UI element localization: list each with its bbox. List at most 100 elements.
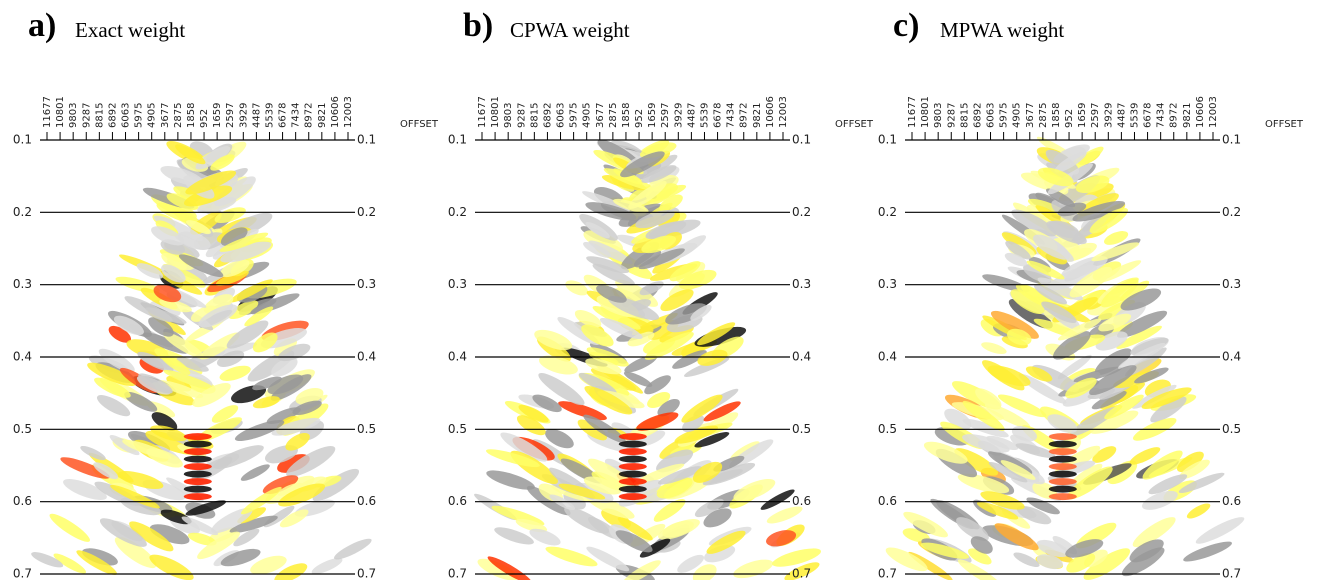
- amplitude-blob: [63, 479, 107, 500]
- amplitude-blob: [697, 349, 728, 366]
- amplitude-blob: [635, 209, 675, 229]
- y-tick-label-right: 0.7: [792, 567, 811, 580]
- amplitude-blob: [1013, 552, 1040, 568]
- amplitude-blob: [160, 353, 191, 375]
- amplitude-blob: [226, 320, 269, 349]
- y-tick-label-right: 0.3: [357, 277, 376, 291]
- amplitude-blob: [149, 524, 190, 545]
- x-tick-label: 10606: [1195, 96, 1206, 128]
- amplitude-blob: [183, 463, 212, 471]
- amplitude-blob: [108, 325, 132, 343]
- amplitude-blob: [279, 509, 309, 528]
- amplitude-blob: [703, 401, 741, 422]
- amplitude-blob: [1089, 207, 1129, 234]
- amplitude-blob: [109, 435, 140, 456]
- amplitude-blob: [583, 241, 612, 258]
- x-tick-label: 3929: [238, 103, 249, 128]
- amplitude-blob: [494, 527, 534, 545]
- x-tick-label: 5539: [264, 103, 275, 128]
- panel-label: a): [28, 7, 56, 44]
- amplitude-blob: [190, 305, 217, 322]
- amplitude-blob: [271, 357, 298, 377]
- amplitude-blob: [656, 449, 694, 473]
- amplitude-blob: [647, 391, 671, 408]
- amplitude-blob: [82, 548, 118, 566]
- amplitude-blob: [590, 368, 637, 391]
- amplitude-blob: [1025, 366, 1053, 382]
- x-tick-label: 8815: [529, 103, 540, 128]
- x-tick-label: 9803: [68, 103, 79, 128]
- x-tick-label: 952: [634, 109, 645, 128]
- amplitude-blob: [516, 415, 546, 436]
- x-tick-label: 1659: [1077, 103, 1088, 128]
- amplitude-blob: [80, 445, 106, 461]
- amplitude-blob: [214, 207, 246, 224]
- amplitude-blob: [1048, 448, 1077, 456]
- amplitude-blob: [162, 332, 205, 359]
- amplitude-blob: [292, 400, 322, 416]
- amplitude-blob: [1054, 151, 1087, 173]
- amplitude-blob: [641, 235, 677, 254]
- y-tick-label-right: 0.3: [1222, 277, 1241, 291]
- amplitude-blob: [1037, 167, 1074, 187]
- amplitude-blob: [636, 412, 679, 431]
- amplitude-blob: [1010, 289, 1045, 314]
- amplitude-blob: [618, 485, 647, 493]
- amplitude-blob: [586, 546, 630, 572]
- amplitude-blob: [60, 457, 110, 479]
- amplitude-blob: [1141, 387, 1192, 409]
- amplitude-blob: [585, 222, 610, 239]
- y-tick-label-right: 0.2: [357, 205, 376, 219]
- x-tick-label: 6892: [972, 103, 983, 128]
- x-tick-label: 9803: [503, 103, 514, 128]
- amplitude-blob: [532, 394, 562, 413]
- y-tick-label-right: 0.5: [357, 422, 376, 436]
- amplitude-blob: [186, 220, 211, 235]
- amplitude-blob: [987, 365, 1031, 387]
- amplitude-blob: [114, 536, 157, 569]
- amplitude-blob: [1048, 478, 1077, 486]
- amplitude-blob: [1018, 373, 1067, 404]
- amplitude-blob: [252, 376, 282, 391]
- amplitude-blob: [211, 405, 239, 423]
- amplitude-blob: [1005, 241, 1031, 260]
- x-tick-label: 8972: [1169, 103, 1180, 128]
- amplitude-blob: [681, 394, 723, 423]
- amplitude-blob: [1065, 539, 1104, 558]
- x-tick-label: 9821: [317, 103, 328, 128]
- amplitude-blob: [665, 303, 707, 325]
- y-tick-label-right: 0.1: [792, 133, 811, 147]
- amplitude-blob: [1007, 328, 1032, 346]
- amplitude-blob: [1072, 200, 1126, 222]
- x-tick-label: 6892: [107, 103, 118, 128]
- amplitude-blob: [1148, 474, 1188, 495]
- amplitude-blob: [620, 151, 665, 178]
- y-tick-label-right: 0.5: [1222, 422, 1241, 436]
- amplitude-blob: [702, 462, 756, 486]
- amplitude-blob: [644, 375, 671, 395]
- amplitude-blob: [588, 351, 619, 365]
- x-tick-label: 12003: [1208, 96, 1219, 128]
- x-tick-label: 4487: [251, 103, 262, 128]
- x-tick-label: 10606: [765, 96, 776, 128]
- amplitude-blob: [1098, 260, 1142, 283]
- y-tick-label: 0.3: [13, 277, 32, 291]
- y-tick-label: 0.2: [878, 205, 897, 219]
- amplitude-blob: [962, 434, 1010, 453]
- y-tick-label-right: 0.2: [1222, 205, 1241, 219]
- amplitude-blob: [975, 388, 1002, 409]
- amplitude-blob: [618, 448, 647, 456]
- amplitude-blob: [618, 463, 647, 471]
- amplitude-blob: [677, 554, 705, 573]
- amplitude-blob: [644, 331, 694, 360]
- y-tick-label: 0.1: [13, 133, 32, 147]
- amplitude-blob: [662, 520, 695, 538]
- amplitude-blob: [641, 165, 677, 183]
- amplitude-blob: [1036, 554, 1063, 570]
- amplitude-blob: [618, 440, 647, 448]
- x-tick-label: 5975: [999, 103, 1010, 128]
- amplitude-blob: [183, 440, 212, 448]
- amplitude-blob: [185, 170, 237, 195]
- amplitude-blob: [142, 332, 189, 354]
- y-tick-label: 0.4: [878, 350, 897, 364]
